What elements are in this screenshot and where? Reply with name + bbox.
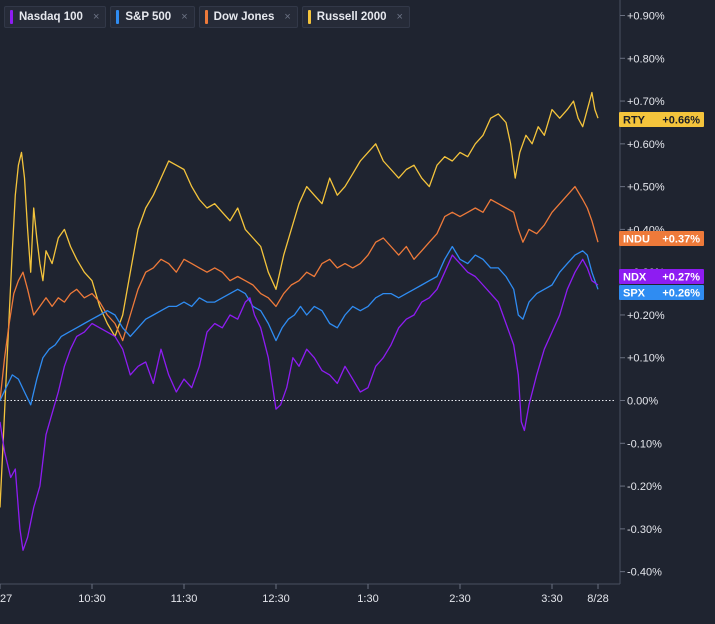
flag-value: +0.27%: [662, 272, 700, 284]
legend-chip-sp-500[interactable]: S&P 500 ×: [110, 6, 195, 28]
x-tick-label: 10:30: [78, 593, 106, 605]
legend-chip-nasdaq-100[interactable]: Nasdaq 100 ×: [4, 6, 107, 28]
y-tick-label: +0.70%: [627, 96, 665, 108]
flag-background: [619, 285, 704, 300]
flag-background: [619, 231, 704, 246]
legend-label-russell-2000: Russell 2000: [316, 11, 387, 23]
legend-label-dow-jones: Dow Jones: [213, 11, 275, 23]
legend-swatch-nasdaq-100: [10, 10, 13, 24]
legend-swatch-sp-500: [116, 10, 120, 24]
y-tick-label: -0.20%: [627, 481, 662, 493]
y-tick-label: +0.90%: [627, 11, 665, 23]
legend-chip-dow-jones[interactable]: Dow Jones ×: [198, 6, 298, 28]
y-tick-label: +0.50%: [627, 182, 665, 194]
close-icon[interactable]: ×: [284, 11, 291, 23]
flag-ticker: NDX: [623, 272, 647, 284]
last-value-flag-ndx: NDX +0.27%: [619, 269, 704, 284]
last-value-flag-spx: SPX +0.26%: [619, 285, 704, 300]
last-value-flag-rty: RTY +0.66%: [619, 112, 704, 127]
flag-value: +0.37%: [662, 234, 700, 246]
legend-label-sp-500: S&P 500: [125, 11, 172, 23]
x-tick-label: 1:30: [357, 593, 378, 605]
y-tick-label: +0.20%: [627, 310, 665, 322]
plot-area: [0, 91, 616, 551]
x-tick-label: 12:30: [262, 593, 290, 605]
flag-ticker: INDU: [623, 234, 650, 246]
flag-ticker: SPX: [623, 288, 646, 300]
y-tick-label: -0.30%: [627, 524, 662, 536]
flag-value: +0.66%: [662, 115, 700, 127]
y-tick-label: -0.10%: [627, 438, 662, 450]
y-tick-label: 0.00%: [627, 396, 658, 408]
flag-ticker: RTY: [623, 115, 646, 127]
legend: Nasdaq 100 × S&P 500 × Dow Jones × Russe…: [4, 6, 410, 28]
legend-chip-russell-2000[interactable]: Russell 2000 ×: [301, 6, 410, 28]
series-line-nasdaq-100: [0, 254, 599, 551]
x-tick-label: 11:30: [171, 593, 198, 605]
flag-background: [619, 112, 704, 127]
legend-swatch-russell-2000: [307, 10, 311, 24]
flag-value: +0.26%: [662, 288, 700, 300]
last-value-flags: NDX +0.27% SPX +0.26% INDU +0.37% RTY +0.66%: [619, 112, 704, 300]
series-line-dow-jones: [0, 185, 599, 401]
close-icon[interactable]: ×: [92, 11, 100, 23]
y-tick-label: +0.60%: [627, 139, 665, 151]
last-value-flag-indu: INDU +0.37%: [619, 231, 704, 246]
legend-swatch-dow-jones: [204, 10, 208, 24]
x-tick-label: 27: [0, 593, 12, 605]
y-tick-label: +0.10%: [627, 353, 665, 365]
series-line-russell-2000: [0, 91, 599, 508]
flag-background: [619, 269, 704, 284]
close-icon[interactable]: ×: [396, 11, 403, 23]
y-tick-label: -0.40%: [627, 567, 662, 579]
y-tick-label: +0.80%: [627, 53, 665, 65]
x-tick-label: 8/28: [587, 593, 608, 605]
series-line-s-p-500: [0, 245, 599, 406]
x-tick-label: 2:30: [449, 593, 470, 605]
close-icon[interactable]: ×: [181, 11, 188, 23]
legend-label-nasdaq-100: Nasdaq 100: [19, 11, 83, 23]
x-tick-label: 3:30: [541, 593, 562, 605]
axes: +0.90%+0.80%+0.70%+0.60%+0.50%+0.40%+0.3…: [0, 0, 665, 605]
